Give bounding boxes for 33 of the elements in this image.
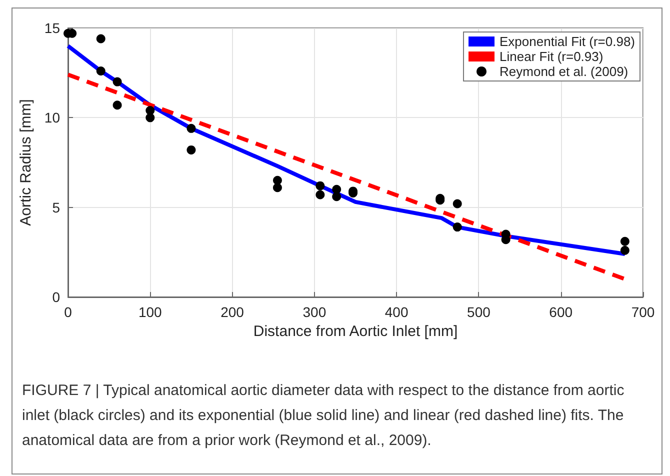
legend-label: Reymond et al. (2009) xyxy=(500,64,628,79)
x-tick-label: 300 xyxy=(302,304,326,320)
point xyxy=(186,145,196,154)
x-tick-label: 100 xyxy=(138,304,162,320)
y-axis-title: Aortic Radius [mm] xyxy=(18,99,35,226)
x-tick-label: 0 xyxy=(64,304,72,320)
point xyxy=(112,77,122,86)
y-tick-label: 0 xyxy=(52,289,60,305)
y-tick-label: 15 xyxy=(44,20,60,36)
point xyxy=(146,113,155,122)
x-tick-label: 200 xyxy=(220,304,244,320)
y-tick-label: 5 xyxy=(52,199,60,216)
x-axis-title: Distance from Aortic Inlet [mm] xyxy=(253,322,458,340)
x-tick-label: 400 xyxy=(384,304,408,320)
point xyxy=(332,192,342,202)
point xyxy=(112,100,122,110)
point xyxy=(272,183,282,192)
x-tick-label: 700 xyxy=(631,304,655,320)
x-tick-label: 500 xyxy=(467,304,491,320)
legend-label: Exponential Fit (r=0.98) xyxy=(500,34,635,49)
legend-label: Linear Fit (r=0.93) xyxy=(500,49,604,64)
caption: FIGURE 7 | Typical anatomical aortic diameter data with respect to the distance from aortic inlet (black circles) and its exponential (blue solid line) and linear (red dashed line) fits. The anatomical data are from a prior work (Reymond et al., 2009). xyxy=(22,382,628,449)
point xyxy=(96,66,106,76)
point xyxy=(186,124,196,133)
y-tick-label: 10 xyxy=(44,110,60,126)
point xyxy=(316,190,325,200)
point xyxy=(316,181,325,190)
x-tick-label: 600 xyxy=(549,304,573,320)
point xyxy=(452,199,462,208)
point xyxy=(452,222,462,232)
point xyxy=(620,246,630,255)
point xyxy=(620,236,630,246)
point xyxy=(96,34,106,44)
